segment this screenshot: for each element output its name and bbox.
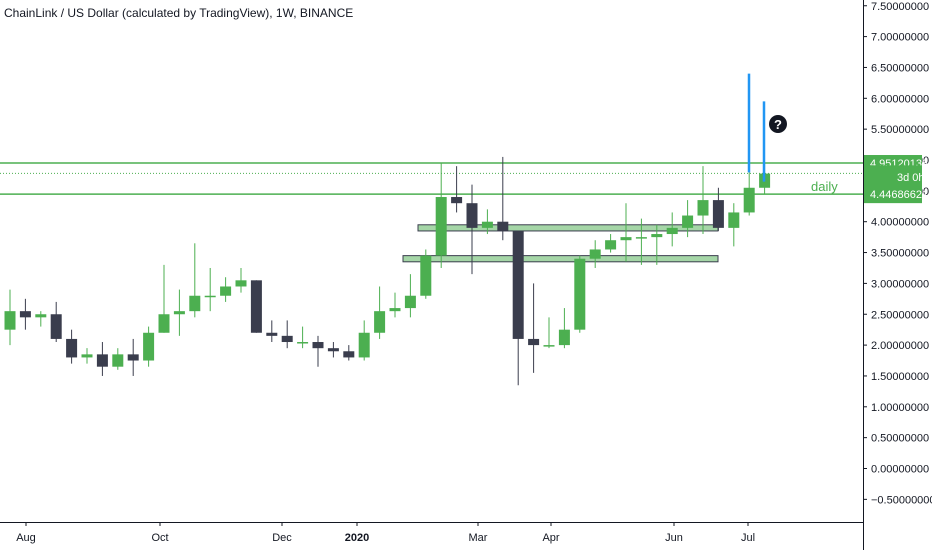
x-tick-label: 2020 [345,532,369,544]
candle-body [96,354,108,367]
candle-body [497,221,509,231]
candles [4,156,771,386]
annotations: ? [747,73,787,182]
candle-body [420,255,432,296]
candle-body [50,314,62,339]
y-tick-label: 1.50000000 [871,371,929,383]
y-tick-label: −0.50000000 [871,494,932,506]
y-tick-label: 4.00000000 [871,217,929,229]
candle-body [374,311,386,333]
svg-text:?: ? [774,117,782,132]
candle-body [651,234,663,238]
candle-body [435,197,447,256]
price-axis[interactable]: 7.50000000 7.00000000 6.50000000 6.00000000… [863,1,932,507]
price-tag: 3d 0h 4.44686621 [864,169,928,204]
time-axis[interactable]: Aug Oct Dec 2020 Mar Apr Jun Jul [16,522,755,544]
x-tick-label: Dec [272,532,292,544]
candle-body [158,314,170,333]
chart-title: ChainLink / US Dollar (calculated by Tra… [4,6,354,20]
candle-body [635,237,647,239]
y-tick-label: 7.50000000 [871,1,929,13]
y-tick-label: 6.50000000 [871,62,929,74]
candle-body [297,342,309,344]
candle-body [127,354,139,361]
candle-body [312,342,324,349]
candle-body [327,348,339,352]
candle-body [81,354,93,358]
x-tick-label: Mar [469,532,488,544]
candle-body [589,249,601,259]
price-tag-label: 4.44686621 [870,189,928,201]
candle-body [204,295,216,298]
y-tick-label: 3.50000000 [871,248,929,260]
y-tick-label: 6.00000000 [871,93,929,105]
candle-body [35,314,47,318]
candle-body [466,203,478,228]
candle-body [220,286,232,296]
candle-body [512,230,524,339]
candle-body [343,351,355,358]
x-tick-label: Aug [16,532,36,544]
candle-body [250,280,262,333]
y-tick-label: 2.50000000 [871,309,929,321]
daily-note: daily [811,179,838,194]
candle-body [605,240,617,250]
candle-body [404,295,416,309]
y-tick-label: 0.00000000 [871,464,929,476]
candle-body [235,280,247,287]
candle-body [666,227,678,235]
countdown-label: 3d 0h [897,172,925,184]
x-tick-label: Apr [542,532,559,544]
x-tick-label: Jun [665,532,683,544]
candle-body [682,215,694,228]
price-tags: 4.951201384.783657473d 0h4.44686621 [864,155,928,204]
candle-body [712,200,724,228]
candle-body [143,332,155,361]
y-tick-label: 7.00000000 [871,32,929,44]
candle-body [173,311,185,315]
candle-body [697,200,709,216]
candle-body [620,237,632,241]
candle-body [558,329,570,346]
candle-body [19,311,31,318]
y-tick-label: 3.00000000 [871,278,929,290]
candle-body [266,332,278,336]
candle-body [728,212,740,228]
x-tick-label: Jul [741,532,755,544]
candle-body [451,197,463,204]
y-tick-label: 5.50000000 [871,124,929,136]
candle-body [743,187,755,213]
candle-body [574,258,586,330]
y-tick-label: 1.00000000 [871,402,929,414]
candle-body [189,295,201,312]
candle-body [112,354,124,367]
support-zone [402,255,719,263]
x-tick-label: Oct [151,532,168,544]
candle-body [481,221,493,228]
candle-body [4,311,16,330]
question-mark-icon: ? [769,115,787,133]
y-tick-label: 0.50000000 [871,433,929,445]
candle-body [543,345,555,347]
candle-body [528,338,540,346]
candle-body [358,332,370,358]
candle-body [389,308,401,312]
candle-body [66,338,78,358]
horizontal-levels: daily [0,162,863,195]
y-tick-label: 2.00000000 [871,340,929,352]
candle-body [281,335,293,343]
